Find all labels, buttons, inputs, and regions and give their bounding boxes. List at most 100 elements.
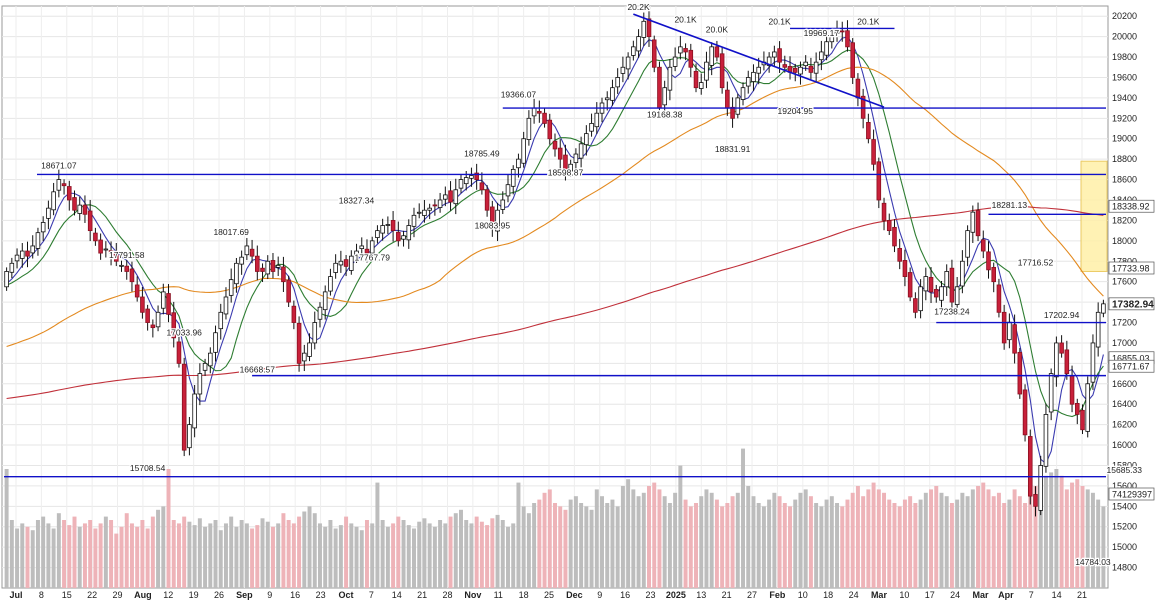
volume-bar [453,513,458,588]
volume-bar [166,469,171,588]
plot-frame [1,5,1109,589]
volume-bar [568,499,573,588]
price-label: 18338.92 [1112,202,1150,212]
volume-bar [145,528,150,588]
candle-body [181,363,187,451]
volume-bar [970,489,975,588]
volume-bar [140,520,145,588]
candle-body [641,20,647,38]
candle-body [735,97,741,115]
candle-body [150,324,156,329]
candle-body [458,179,464,189]
volume-bar [412,528,416,588]
volume-bar [338,525,343,588]
candle-body [161,291,166,309]
candle-body [839,30,845,33]
x-tick-label: 28 [442,590,452,600]
moving-average-line [6,205,1104,400]
candle-body [296,322,302,364]
price-label-box [1108,359,1155,373]
volume-bar [579,503,584,588]
candle-body [108,250,114,256]
candle-body [380,225,385,234]
candle-body [928,276,934,293]
candle-body [1012,324,1017,354]
x-tick-label: 27 [747,590,757,600]
candle-body [766,56,772,66]
y-tick-label: 16000 [1112,440,1137,450]
volume-bar [213,520,218,588]
volume-bar [647,486,651,588]
volume-bar [620,486,625,588]
candle-body [1038,465,1043,511]
price-label: 17382.94 [1112,299,1154,310]
volume-bar [223,523,228,588]
y-tick-label: 19200 [1112,113,1137,123]
candle-body [568,163,573,172]
volume-bar [558,506,563,588]
x-tick-label: Mar [972,590,989,600]
candle-body [740,87,746,100]
price-annotation: 18017.69 [213,227,249,237]
candle-body [25,250,30,257]
candle-body [479,182,485,191]
volume-bar [448,516,453,588]
candle-body [1074,402,1080,415]
volume-bar [490,518,495,588]
volume-bar [129,523,134,588]
candle-body [526,117,532,140]
volume-bar [265,521,270,588]
volume-bar [929,489,934,588]
volume-bar [380,520,385,588]
volume-bar [1075,479,1080,588]
candle-body [1007,321,1012,341]
candle-body [72,197,77,211]
volume-bar [239,520,244,588]
candle-body [991,266,996,283]
y-tick-label: 19800 [1112,52,1137,62]
volume-bar [532,503,537,588]
candle-body [537,110,542,114]
price-annotation: 17791.58 [109,250,145,260]
x-tick-label: Dec [566,590,583,600]
candle-body [4,271,9,288]
volume-bar [182,516,187,588]
volume-bar [72,516,77,588]
candle-body [51,191,56,211]
highlight-box [1080,160,1108,272]
volume-bar [1090,492,1095,588]
volume-bar [1028,492,1033,588]
y-tick-label: 16600 [1112,379,1137,389]
volume-bar [667,503,672,588]
volume-bar [1049,472,1054,588]
volume-bar [965,496,970,588]
candle-body [829,36,835,43]
volume-bar [1017,496,1022,588]
volume-bar [93,528,98,588]
candle-body [531,107,537,117]
volume-label: 74129397 [1112,490,1152,500]
candle-body [631,46,636,56]
volume-bar [77,526,82,588]
candle-body [443,194,448,200]
x-tick-label: 24 [849,590,859,600]
volume-bar [506,526,510,588]
candle-body [813,61,819,74]
x-tick-label: 10 [798,590,808,600]
candle-body [270,260,276,272]
x-tick-label: 21 [417,590,427,600]
x-tick-label: Jul [9,590,22,600]
candle-body [103,248,109,251]
candle-body [996,284,1002,313]
candle-body [463,177,469,185]
candle-body [651,39,657,68]
candle-body [970,211,976,233]
volume-bar [861,496,866,588]
volume-bar [25,526,30,588]
volume-bar [741,448,746,588]
x-tick-label: Mar [871,590,888,600]
x-tick-label: 18 [823,590,833,600]
candle-body [166,293,171,315]
x-tick-label: Nov [464,590,481,600]
